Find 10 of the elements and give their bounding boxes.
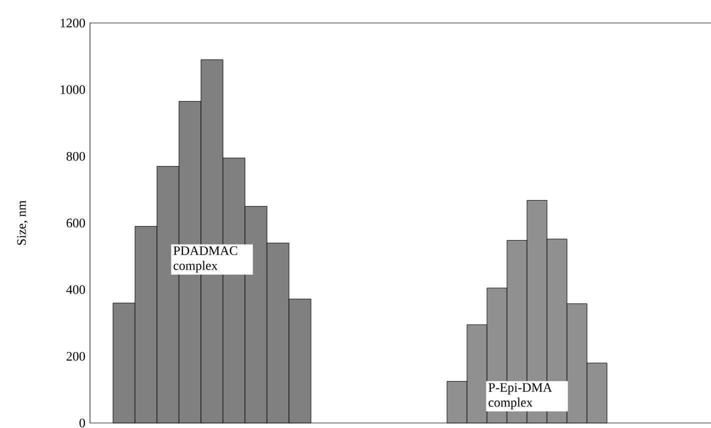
y-tick-label: 0 bbox=[80, 418, 85, 428]
y-tick-label: 200 bbox=[66, 352, 85, 361]
y-tick-label: 400 bbox=[66, 285, 85, 294]
annotation: P-Epi-DMA complex bbox=[488, 383, 552, 410]
y-tick-label: 600 bbox=[66, 218, 85, 228]
y-tick-label: 800 bbox=[66, 152, 85, 161]
y-axis-title: Size, nm bbox=[17, 200, 28, 245]
y-tick-label: 1200 bbox=[60, 18, 85, 28]
annotation: PDADMAC complex bbox=[174, 246, 238, 273]
y-tick-label: 1000 bbox=[60, 85, 85, 94]
